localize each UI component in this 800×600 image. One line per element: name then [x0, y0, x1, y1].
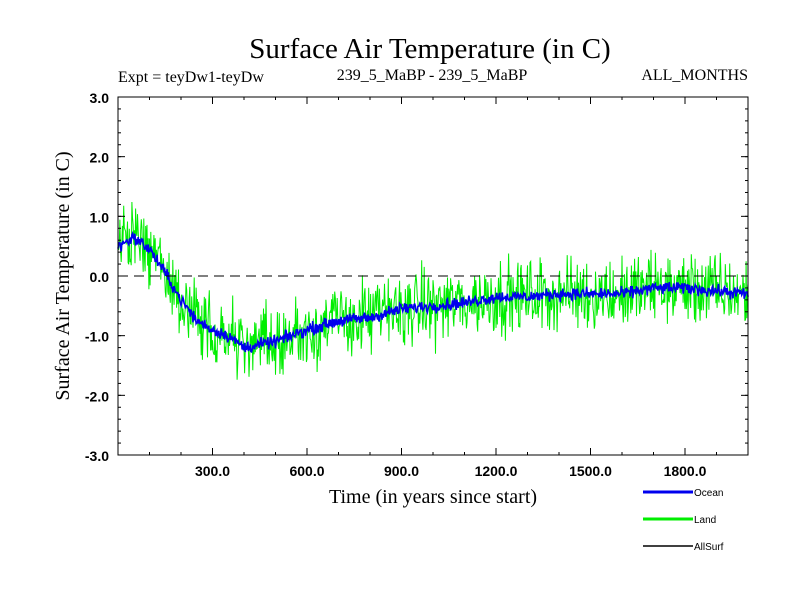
months-label: ALL_MONTHS: [641, 67, 748, 84]
legend-item-land: Land: [643, 515, 716, 526]
y-tick-label: 1.0: [90, 209, 110, 225]
legend-label-allsurf: AllSurf: [694, 542, 724, 553]
y-tick-label: 2.0: [90, 150, 110, 166]
legend-label-ocean: Ocean: [694, 488, 723, 499]
y-tick-label: -1.0: [85, 329, 109, 345]
x-tick-label: 600.0: [289, 463, 324, 479]
series-layer: [117, 201, 749, 380]
y-tick-label: -3.0: [85, 448, 109, 464]
chart-title: Surface Air Temperature (in C): [249, 33, 610, 65]
legend-item-ocean: Ocean: [643, 488, 723, 499]
x-tick-label: 900.0: [384, 463, 419, 479]
y-tick-label: -2.0: [85, 388, 109, 404]
y-tick-label: 0.0: [90, 269, 110, 285]
period-label: 239_5_MaBP - 239_5_MaBP: [337, 67, 528, 84]
x-tick-label: 1800.0: [664, 463, 707, 479]
series-line-ocean: [117, 230, 749, 354]
y-axis-label: Surface Air Temperature (in C): [52, 151, 74, 400]
series-line-land: [117, 201, 749, 380]
x-tick-label: 300.0: [195, 463, 230, 479]
y-tick-label: 3.0: [90, 90, 110, 106]
x-axis-label: Time (in years since start): [329, 486, 537, 508]
x-tick-label: 1500.0: [569, 463, 612, 479]
legend-label-land: Land: [694, 515, 716, 526]
series-land: [117, 201, 749, 380]
series-ocean: [117, 230, 749, 354]
legend-item-allsurf: AllSurf: [643, 542, 724, 553]
x-tick-label: 1200.0: [475, 463, 518, 479]
legend: Ocean Land AllSurf: [643, 488, 724, 553]
ticks-layer: 3.0 2.0 1.0 0.0 -1.0 -2.0 -3.0 300.0 600.0 900.0 1…: [85, 90, 748, 479]
experiment-label: Expt = teyDw1-teyDw: [118, 69, 264, 86]
